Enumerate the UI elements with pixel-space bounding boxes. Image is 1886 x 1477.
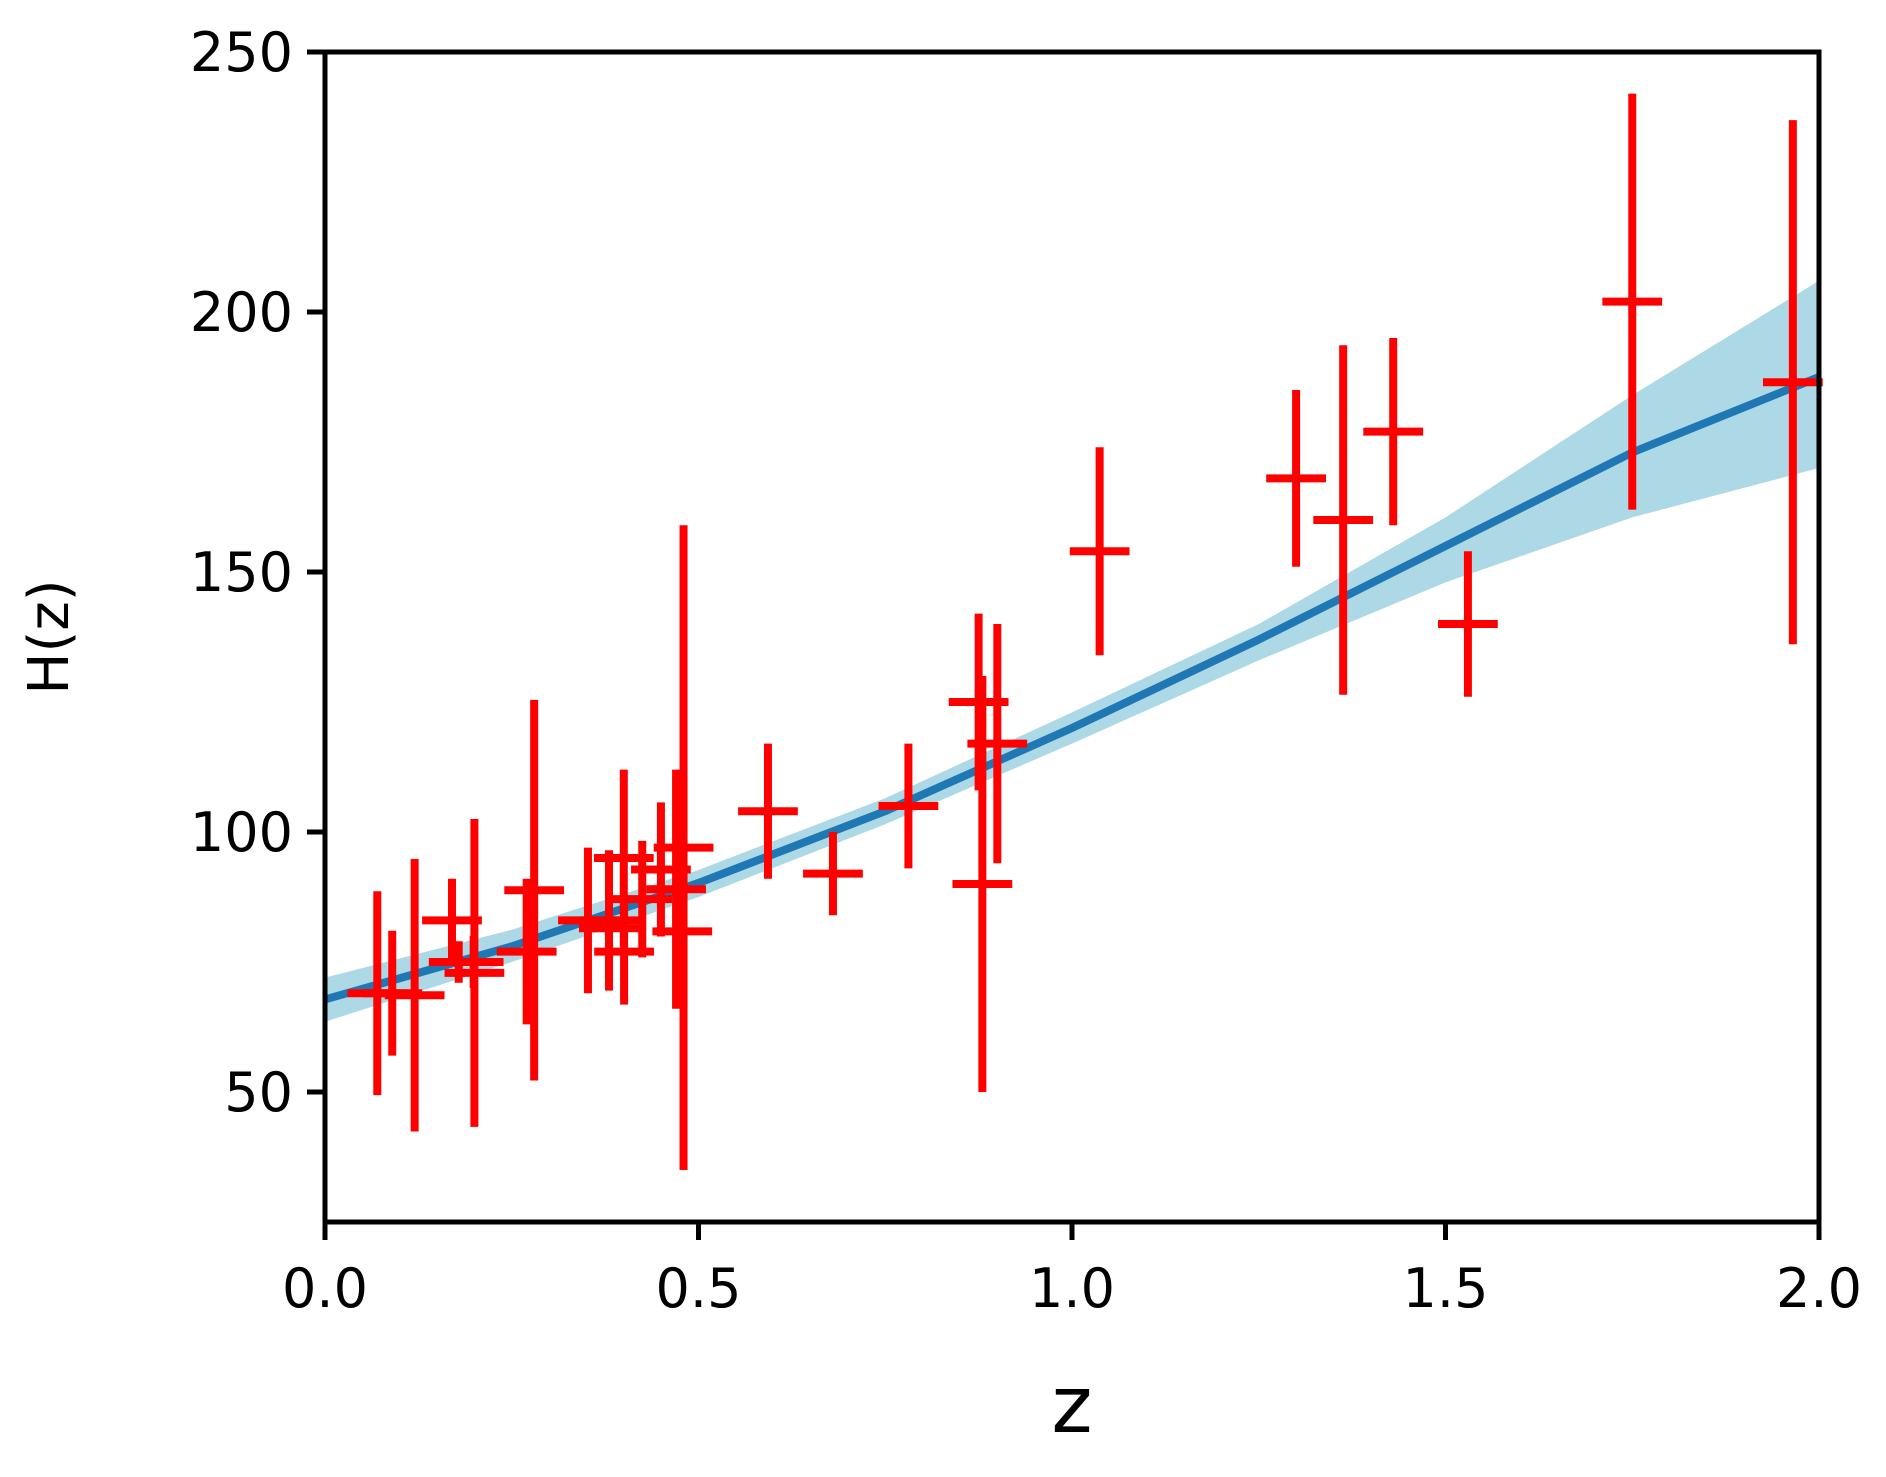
- data-point: [1266, 390, 1326, 567]
- y-tick-label: 100: [190, 801, 293, 864]
- confidence-band: [325, 280, 1819, 1022]
- data-points-layer: [347, 93, 1823, 1170]
- data-point: [384, 859, 445, 1132]
- data-point: [967, 624, 1028, 864]
- data-point: [504, 699, 565, 1081]
- y-tick-label: 150: [190, 541, 293, 604]
- ticks-layer: 0.0 0.5 1.0 1.5 2.0 50 100 150 200 250: [190, 21, 1862, 1320]
- data-point: [653, 525, 714, 1170]
- data-point: [579, 850, 639, 991]
- x-tick-label: 1.0: [1029, 1257, 1115, 1320]
- y-tick-label: 50: [224, 1061, 293, 1124]
- data-point: [738, 743, 798, 879]
- data-point: [878, 743, 939, 869]
- data-point: [496, 878, 557, 1025]
- fit-line-layer: [323, 373, 1821, 1004]
- data-point: [646, 769, 706, 1009]
- fit-line: [323, 373, 1821, 1004]
- plot-frame: [322, 49, 1822, 1225]
- data-point: [444, 819, 505, 1127]
- data-point: [1069, 447, 1130, 656]
- data-point: [803, 832, 863, 916]
- confidence-band-layer: [325, 280, 1819, 1022]
- y-axis-title: H(z): [17, 579, 82, 694]
- y-tick-label: 250: [190, 21, 293, 84]
- data-point: [1313, 345, 1374, 695]
- x-tick-label: 0.5: [656, 1257, 742, 1320]
- data-point: [1363, 338, 1424, 526]
- x-tick-label: 1.5: [1403, 1257, 1489, 1320]
- data-point: [1602, 93, 1663, 510]
- data-point: [1762, 120, 1823, 645]
- x-tick-label: 0.0: [282, 1257, 368, 1320]
- y-tick-label: 200: [190, 281, 293, 344]
- x-tick-label: 2.0: [1776, 1257, 1862, 1320]
- x-axis-title: z: [1052, 1361, 1093, 1451]
- data-point: [1438, 551, 1498, 697]
- data-point: [952, 676, 1013, 1092]
